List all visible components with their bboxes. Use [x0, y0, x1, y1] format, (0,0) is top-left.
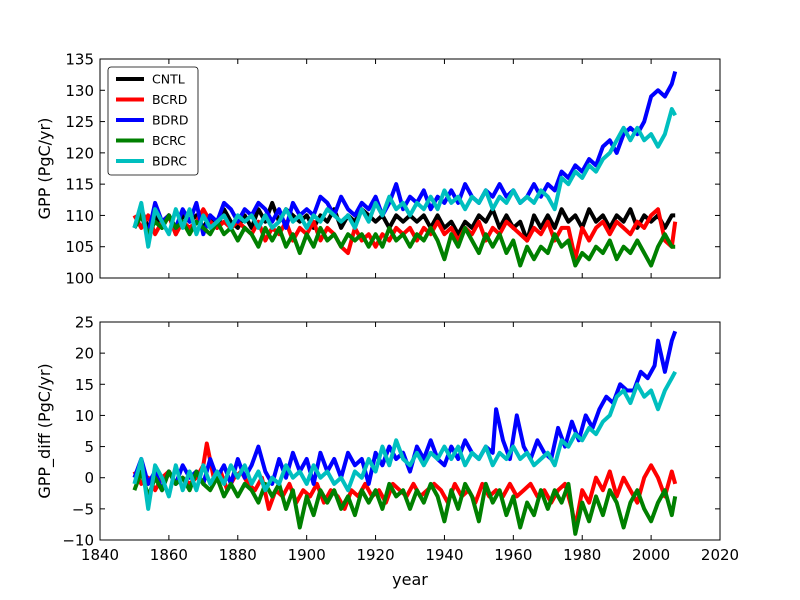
bottom-ylabel: GPP_diff (PgC/yr) — [35, 363, 55, 498]
legend-label-bcrc: BCRC — [152, 133, 186, 148]
top-series-bcrc — [132, 213, 676, 268]
bottom-ytick-label: 15 — [75, 376, 94, 394]
bottom-series-group — [132, 330, 678, 536]
bottom-xtick-label: 1920 — [356, 546, 394, 564]
top-series-cntl — [132, 200, 676, 243]
bottom-xtick-label: 1840 — [81, 546, 119, 564]
bottom-xtick-label: 2000 — [632, 546, 670, 564]
top-ylabel: GPP (PgC/yr) — [35, 118, 54, 220]
bottom-xtick-label: 1980 — [563, 546, 601, 564]
bottom-axes-frame — [99, 321, 721, 541]
legend-label-bdrd: BDRD — [152, 113, 189, 128]
top-ytick-label: 115 — [65, 176, 94, 194]
bottom-series-bdrd — [132, 330, 678, 493]
bottom-xlabel: year — [392, 570, 428, 589]
top-series-group — [132, 70, 678, 268]
legend-label-cntl: CNTL — [152, 72, 185, 87]
bottom-ytick-label: 0 — [84, 469, 94, 487]
bottom-ytick-label: 5 — [84, 438, 94, 456]
bottom-panel: −10 −5 0 5 10 15 20 25 1840 1860 1880 1900 1920 1940 1… — [35, 314, 739, 590]
bottom-ytick-label: 25 — [75, 314, 94, 332]
top-series-bdrc — [132, 107, 677, 249]
top-ytick-label: 100 — [65, 270, 94, 288]
bottom-ytick-label: 20 — [75, 345, 94, 363]
top-ytick-label: 135 — [65, 51, 94, 69]
bottom-ytick-label: −5 — [72, 500, 94, 518]
top-panel: 100 105 110 115 120 125 130 135 GPP (PgC/yr) CNTL… — [35, 51, 721, 288]
bottom-xtick-label: 1900 — [288, 546, 326, 564]
top-ytick-label: 110 — [65, 207, 94, 225]
top-ytick-label: 130 — [65, 82, 94, 100]
top-axes-frame — [99, 58, 721, 279]
bottom-xtick-label: 1960 — [494, 546, 532, 564]
bottom-ytick-label: 10 — [75, 407, 94, 425]
top-ytick-label: 125 — [65, 113, 94, 131]
bottom-series-bcrc — [132, 469, 678, 536]
bottom-xtick-label: 1880 — [219, 546, 257, 564]
bottom-ytick-label: −10 — [62, 532, 94, 550]
top-ytick-label: 105 — [65, 238, 94, 256]
legend-label-bdrc: BDRC — [152, 154, 187, 169]
bottom-xtick-label: 1860 — [150, 546, 188, 564]
top-ytick-label: 120 — [65, 144, 94, 162]
top-series-bcrd — [132, 207, 678, 262]
legend-label-bcrd: BCRD — [152, 92, 187, 107]
top-series-bdrd — [132, 70, 678, 237]
bottom-xtick-label: 1940 — [425, 546, 463, 564]
legend-box — [107, 66, 199, 176]
legend: CNTL BCRD BDRD BCRC BDRC — [107, 66, 199, 176]
bottom-series-bdrc — [132, 370, 677, 511]
bottom-xtick-label: 2020 — [701, 546, 739, 564]
